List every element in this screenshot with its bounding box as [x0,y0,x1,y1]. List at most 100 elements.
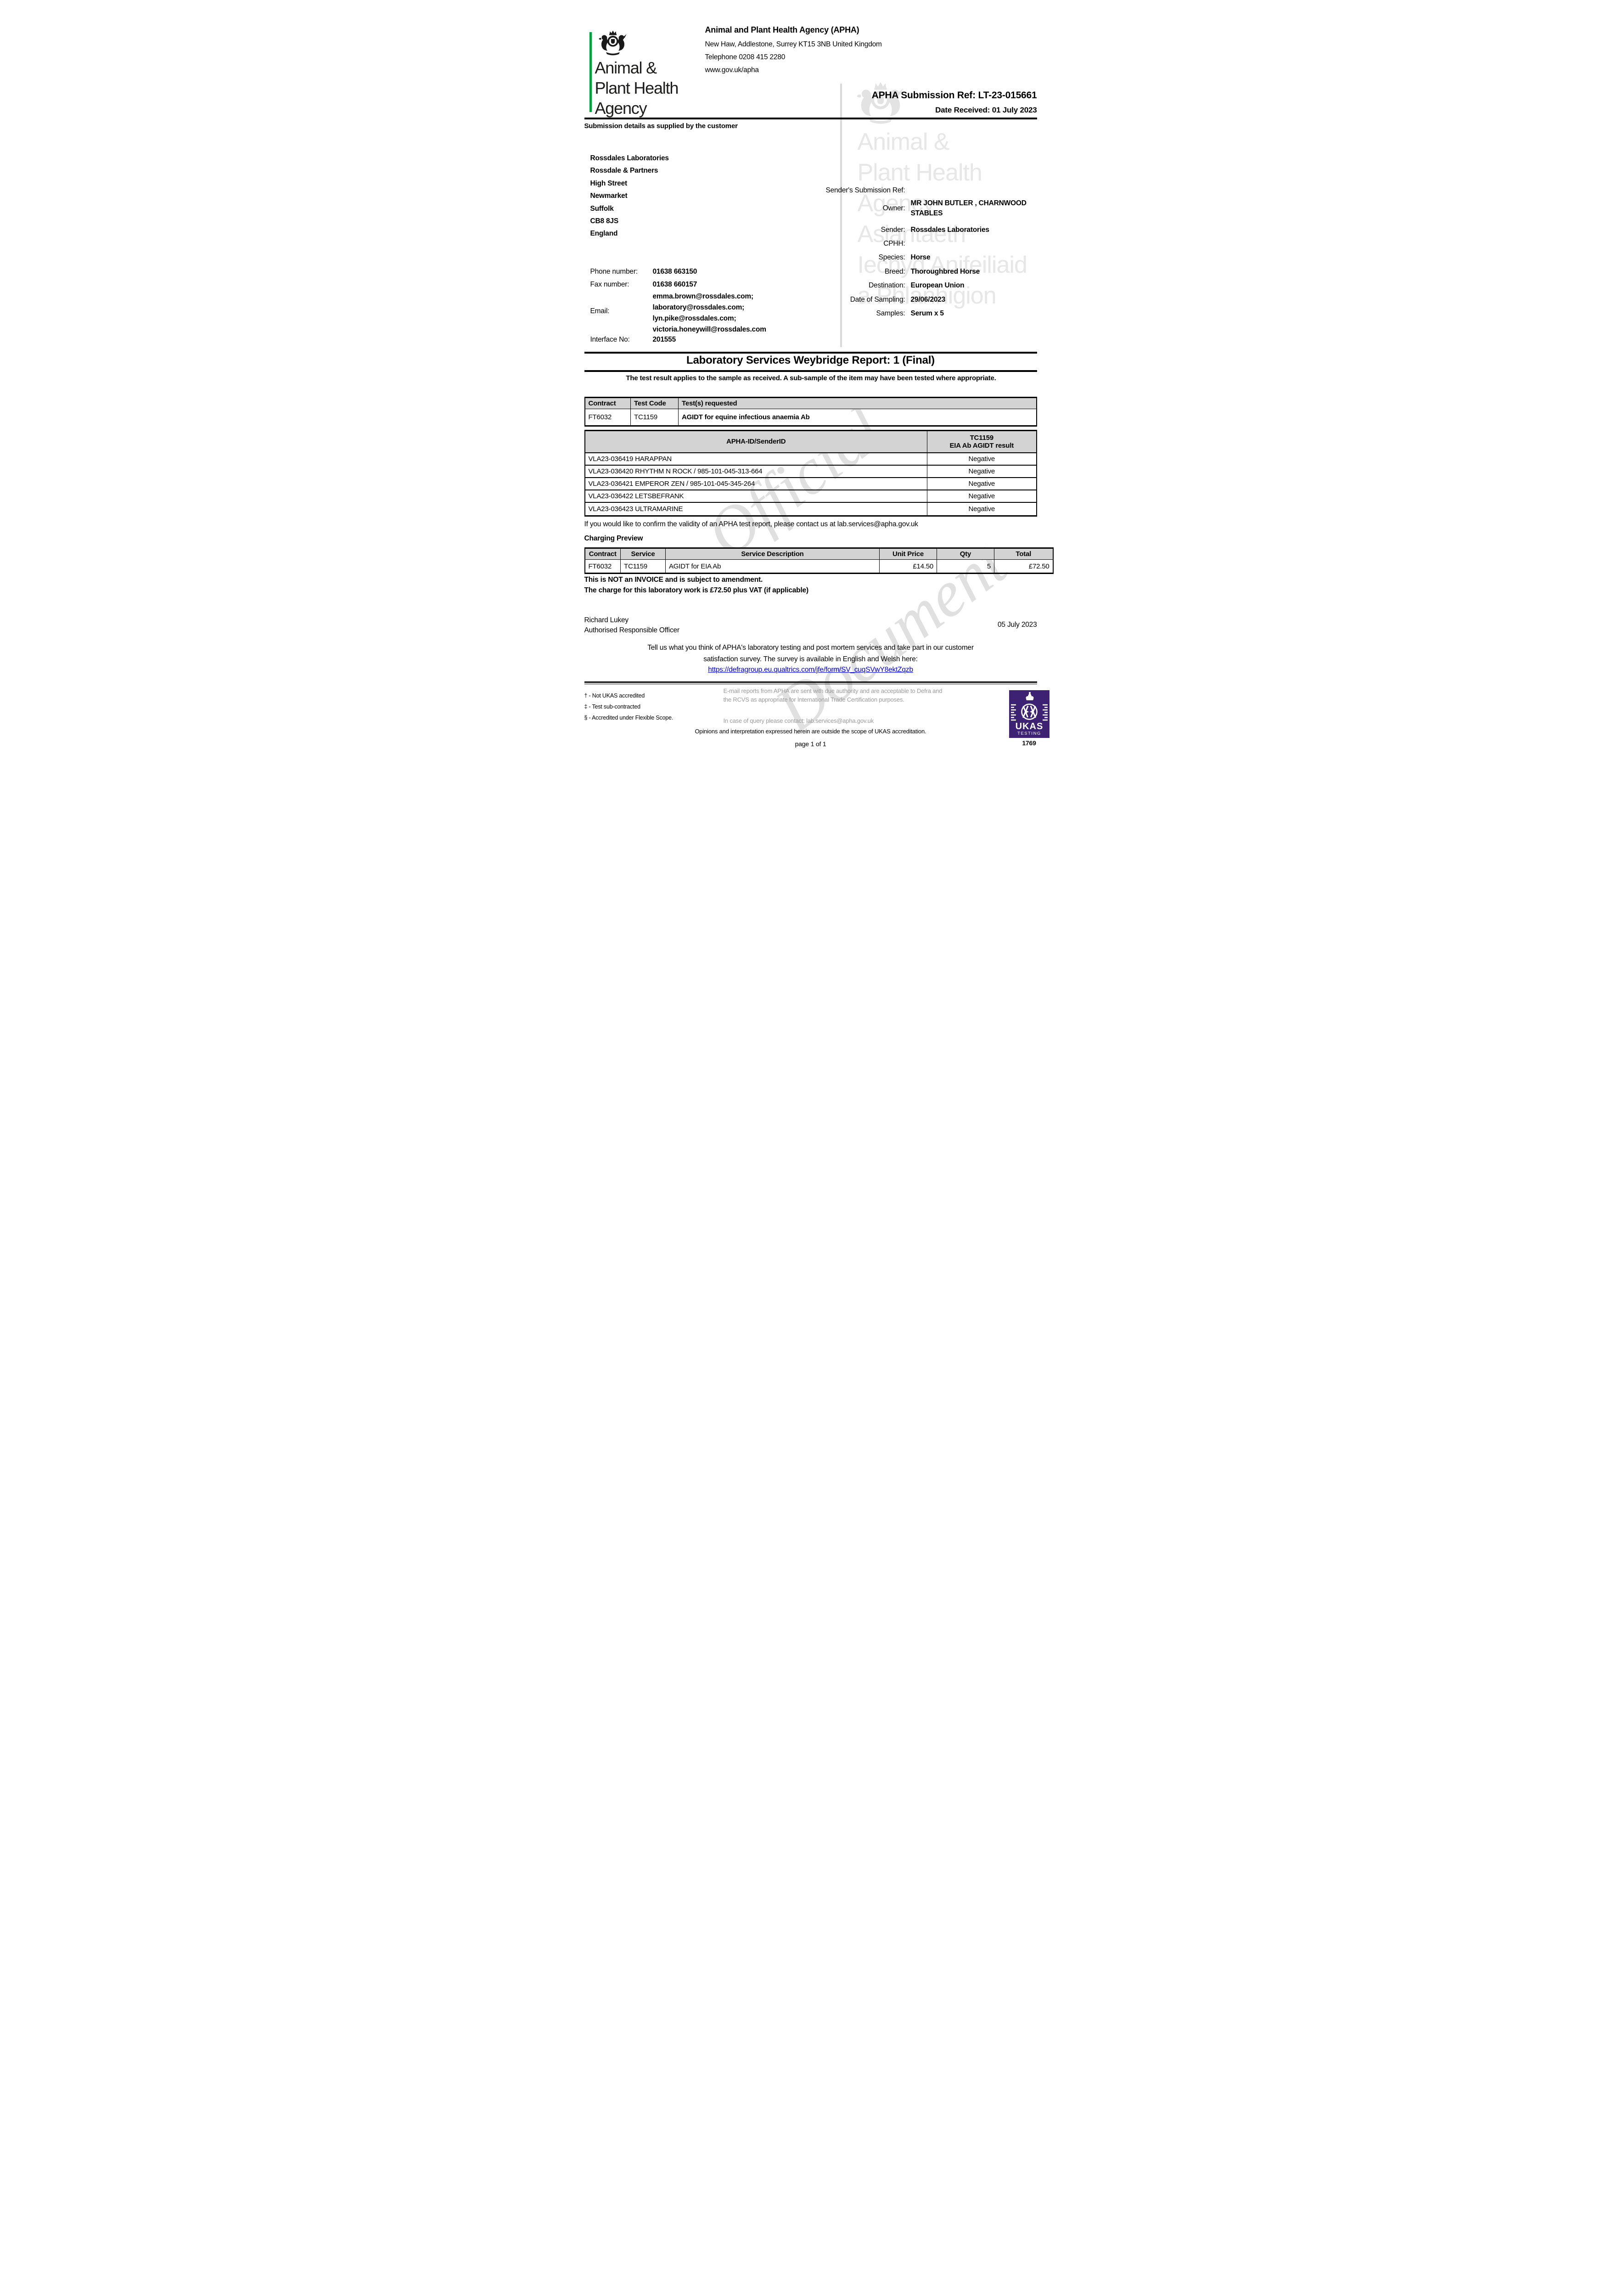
destination-row: Destination: European Union [761,280,1072,291]
table-row: VLA23-036421 EMPEROR ZEN / 985-101-045-3… [584,477,1037,490]
cell-sample-id: VLA23-036419 HARAPPAN [584,452,927,465]
legend-flexible-scope: § - Accredited under Flexible Scope. [584,715,673,721]
watermark-line: Plant Health [857,159,982,186]
cell-result: Negative [927,477,1037,490]
email-value-line: lyn.pike@rossdales.com; [652,315,736,322]
field-value: MR JOHN BUTLER , CHARNWOOD STABLES [910,199,1027,217]
breed-row: Breed: Thoroughbred Horse [761,266,1072,277]
address-line: Newmarket [590,192,628,200]
field-label: Destination: [869,281,905,289]
result-header-line: TC1159 [970,433,994,442]
table-header-row: Contract Test Code Test(s) requested [584,397,1037,409]
agency-telephone: Telephone 0208 415 2280 [705,53,786,61]
field-label: CPHH: [883,240,905,248]
result-header-line: EIA Ab AGIDT result [949,441,1014,450]
cphh-row: CPHH: [761,238,1072,249]
royal-crest-icon [596,28,630,58]
cell-contract: FT6032 [584,409,631,426]
email-value-line: victoria.honeywill@rossdales.com [652,326,767,333]
table-row: VLA23-036423 ULTRAMARINE Negative [584,501,1037,516]
watermark-layer: Animal & Plant Health Agency Asiantaeth … [541,0,1082,765]
interface-label: Interface No: [590,336,630,343]
watermark-line: Agency [857,190,935,217]
column-header-result: TC1159 EIA Ab AGIDT result [927,430,1037,453]
customer-address-block: Rossdales Laboratories Rossdale & Partne… [590,152,669,240]
page-number: page 1 of 1 [795,740,826,748]
cell-result: Negative [927,489,1037,502]
field-label: Samples: [876,310,905,317]
ukas-testing-logo: UKAS TESTING [1009,690,1050,738]
ukas-wordmark: UKAS [1015,721,1043,732]
column-header: Service [620,548,666,560]
cell-sample-id: VLA23-036423 ULTRAMARINE [584,501,927,516]
agency-address: New Haw, Addlestone, Surrey KT15 3NB Uni… [705,40,882,48]
cell-sample-id: VLA23-036421 EMPEROR ZEN / 985-101-045-3… [584,477,927,490]
footer-rule [584,681,1037,684]
owner-row: Owner: MR JOHN BUTLER , CHARNWOOD STABLE… [761,197,1072,219]
results-table: APHA-ID/SenderID TC1159 EIA Ab AGIDT res… [584,430,1037,517]
field-value: Horse [910,253,931,261]
cell-test-code: TC1159 [630,409,679,426]
column-header: Total [994,548,1053,560]
query-contact-note: In case of query please contact: lab.ser… [723,717,874,724]
cell-contract: FT6032 [584,559,621,574]
watermark-line: Iechyd Anifeiliaid [857,252,1027,278]
table-row: VLA23-036422 LETSBEFRANK Negative [584,489,1037,502]
watermark-line: Animal & [857,129,950,155]
title-rule-top [584,352,1037,354]
address-line: Rossdale & Partners [590,167,658,175]
cell-total: £72.50 [994,559,1053,574]
phone-value: 01638 663150 [652,268,697,276]
logo-line: Agency [595,99,647,118]
column-header: Contract [584,548,621,560]
cell-result: Negative [927,452,1037,465]
logo-line: Plant Health [595,79,679,97]
email-label: Email: [590,307,610,315]
watermark-line: Asiantaeth [857,221,966,248]
opinions-note: Opinions and interpretation expressed he… [695,728,926,735]
sender-row: Sender: Rossdales Laboratories [761,225,1072,236]
email-value-line: laboratory@rossdales.com; [652,304,745,311]
table-row: FT6032 TC1159 AGIDT for equine infectiou… [584,409,1037,426]
tests-requested-table: Contract Test Code Test(s) requested FT6… [584,397,1037,427]
interface-value: 201555 [652,336,676,343]
charging-preview-heading: Charging Preview [584,535,643,542]
table-row: FT6032 TC1159 AGIDT for EIA Ab £14.50 5 … [584,559,1053,574]
survey-text-line: satisfaction survey. The survey is avail… [703,655,918,663]
apha-submission-ref: APHA Submission Ref: LT-23-015661 [871,90,1037,101]
field-value: Serum x 5 [910,310,944,317]
address-line: CB8 8JS [590,217,619,225]
column-header: Contract [584,397,631,409]
field-value: Rossdales Laboratories [910,226,990,234]
field-label: Date of Sampling: [850,296,905,304]
cell-sample-id: VLA23-036422 LETSBEFRANK [584,489,927,502]
cell-sample-id: VLA23-036420 RHYTHM N ROCK / 985-101-045… [584,464,927,478]
address-line: Suffolk [590,204,614,213]
survey-link[interactable]: https://defragroup.eu.qualtrics.com/jfe/… [708,666,913,674]
agency-website: www.gov.uk/apha [705,66,759,74]
not-invoice-note: This is NOT an INVOICE and is subject to… [584,576,763,584]
watermark-divider-bar [840,84,842,347]
ukas-number: 1769 [1022,739,1036,747]
ukas-category: TESTING [1017,731,1041,736]
legend-not-accredited: † - Not UKAS accredited [584,692,645,699]
report-note: The test result applies to the sample as… [626,374,996,382]
table-header-row: Contract Service Service Description Uni… [584,548,1053,560]
officer-role: Authorised Responsible Officer [584,626,680,634]
phone-label: Phone number: [590,268,638,276]
agency-watermark-text: Animal & Plant Health Agency Asiantaeth … [858,127,1027,311]
fax-value: 01638 660157 [652,281,697,288]
survey-link-wrap: https://defragroup.eu.qualtrics.com/jfe/… [584,666,1037,674]
cell-service-description: AGIDT for EIA Ab [665,559,880,574]
species-row: Species: Horse [761,252,1072,263]
legend-subcontracted: ‡ - Test sub-contracted [584,703,641,710]
email-value-line: emma.brown@rossdales.com; [652,293,754,300]
field-label: Owner: [882,204,905,212]
watermark-line: a Phlanhigion [857,282,997,309]
validity-note: If you would like to confirm the validit… [584,520,919,528]
charging-table: Contract Service Service Description Uni… [584,547,1054,574]
title-rule-bottom [584,370,1037,372]
cell-result: Negative [927,501,1037,516]
table-row: VLA23-036420 RHYTHM N ROCK / 985-101-045… [584,464,1037,478]
field-label: Species: [878,253,905,261]
